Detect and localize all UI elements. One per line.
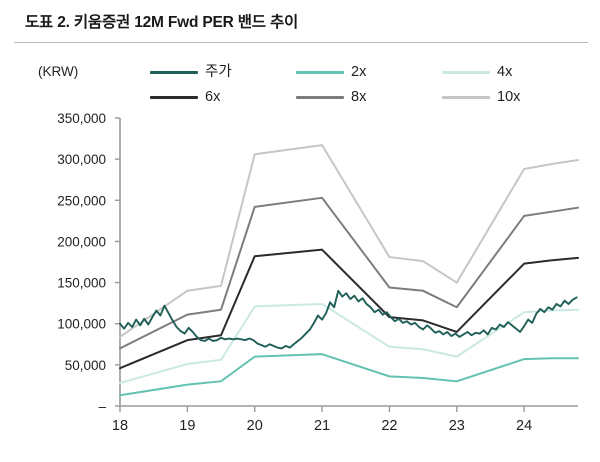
legend-swatch-10x (442, 95, 490, 99)
data-series-group (119, 144, 579, 397)
x-tick-label: 24 (516, 418, 532, 434)
legend-row-bottom: 6x 8x 10x (150, 85, 590, 109)
x-tick-label: 19 (179, 418, 195, 434)
y-tick-label: 50,000 (65, 358, 106, 373)
series-line-10x (119, 144, 579, 338)
y-axis-unit-label: (KRW) (38, 64, 79, 79)
x-tick-label: 22 (381, 418, 397, 434)
legend-label-6x: 6x (205, 88, 221, 105)
legend-item-price[interactable]: 주가 (150, 60, 296, 84)
y-axis-tick-marks (115, 117, 120, 407)
series-line-2x (119, 353, 579, 397)
x-axis-tick-marks (119, 406, 525, 412)
y-tick-label: 300,000 (57, 152, 106, 167)
x-axis-tick-labels: 18 19 20 21 22 23 24 (112, 418, 532, 434)
y-axis-tick-labels: – 50,000 100,000 150,000 200,000 250,000 300,0… (57, 111, 106, 414)
legend-label-2x: 2x (351, 63, 367, 80)
legend-swatch-6x (150, 95, 198, 99)
legend-item-10x[interactable]: 10x (442, 85, 588, 109)
y-tick-label: 100,000 (57, 317, 106, 332)
x-tick-label: 20 (247, 418, 263, 434)
x-tick-label: 21 (314, 418, 330, 434)
y-tick-label: 250,000 (57, 193, 106, 208)
legend-label-8x: 8x (351, 88, 367, 105)
legend-label-price: 주가 (205, 63, 232, 80)
legend-label-4x: 4x (497, 63, 513, 80)
series-line-6x (119, 248, 579, 370)
figure-header: 도표 2. 키움증권 12M Fwd PER 밴드 추이 (0, 0, 600, 46)
legend-swatch-price (150, 70, 198, 74)
legend-item-2x[interactable]: 2x (296, 60, 442, 84)
y-tick-label: – (98, 399, 106, 414)
series-line-주가 (119, 289, 578, 350)
legend-swatch-2x (296, 70, 344, 74)
page-title: 도표 2. 키움증권 12M Fwd PER 밴드 추이 (25, 14, 299, 31)
x-tick-label: 23 (449, 418, 465, 434)
x-tick-label: 18 (112, 418, 128, 434)
title-divider (14, 42, 588, 43)
y-tick-label: 200,000 (57, 234, 106, 249)
legend-swatch-4x (442, 70, 490, 74)
legend-row-top: 주가 2x 4x (150, 60, 590, 84)
series-line-4x (119, 302, 579, 384)
legend-item-6x[interactable]: 6x (150, 85, 296, 109)
y-tick-label: 150,000 (57, 276, 106, 291)
legend-label-10x: 10x (497, 88, 521, 105)
series-line-8x (119, 196, 579, 350)
y-tick-label: 350,000 (57, 111, 106, 126)
legend-item-4x[interactable]: 4x (442, 60, 588, 84)
legend-swatch-8x (296, 95, 344, 99)
chart-legend: 주가 2x 4x 6x 8x 10x (150, 60, 590, 112)
legend-item-8x[interactable]: 8x (296, 85, 442, 109)
